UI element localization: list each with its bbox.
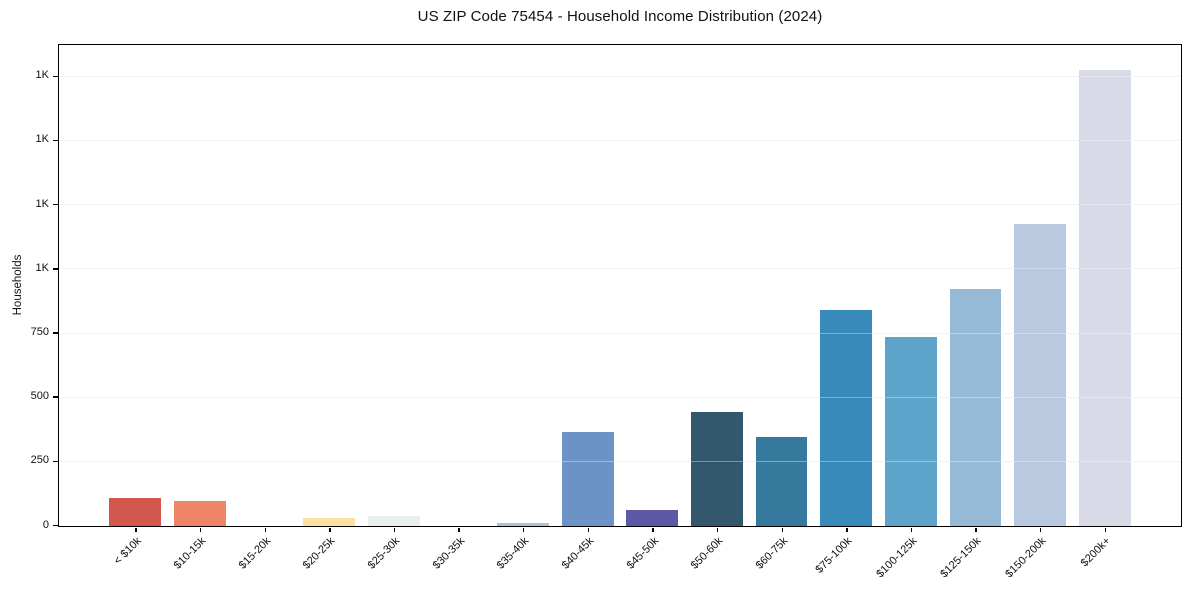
y-tick-mark	[53, 524, 58, 527]
x-tick-mark	[652, 527, 654, 532]
y-tick-label: 0	[42, 518, 49, 531]
x-tick-mark	[975, 527, 977, 532]
x-tick-label: $125-150k	[938, 535, 984, 581]
x-tick-mark	[1040, 527, 1042, 532]
x-tick-label: $45-50k	[624, 535, 661, 572]
plot-area: < $10k $10-15k $15-20k $20-25k $25-30k $30-35…	[58, 44, 1182, 580]
x-tick-mark	[846, 527, 848, 532]
bar-slot: $125-150k	[939, 45, 1008, 580]
y-axis-label: Households	[12, 254, 24, 316]
bar	[884, 337, 937, 526]
bar-slot: < $10k	[103, 45, 168, 567]
y-tick-mark	[53, 75, 58, 77]
bar	[497, 522, 549, 526]
y-tick-mark	[53, 268, 58, 270]
bar	[949, 288, 1002, 526]
x-tick-label: $15-20k	[236, 535, 274, 572]
x-tick-mark	[781, 527, 783, 532]
y-tick-label: 1K	[35, 69, 49, 82]
bar-slot: $75-100k	[814, 45, 879, 576]
gridline	[59, 332, 1181, 334]
x-tick-mark	[329, 527, 331, 532]
x-tick-mark	[910, 527, 913, 532]
bar	[174, 501, 226, 526]
x-tick-label: $10-15k	[171, 535, 209, 572]
x-tick-label: $40-45k	[559, 535, 597, 572]
gridlines-layer	[59, 45, 1181, 526]
bar-slot: $40-45k	[555, 45, 620, 572]
y-tick-label: 500	[30, 390, 49, 403]
bar	[367, 516, 420, 526]
bar	[1014, 223, 1066, 526]
x-tick-mark	[1104, 527, 1107, 532]
gridline	[59, 139, 1181, 141]
bar-slot: $20-25k	[297, 45, 362, 572]
y-tick-label: 250	[30, 454, 49, 467]
bar-slot: $25-30k	[362, 45, 427, 572]
bar	[626, 509, 679, 526]
y-tick-mark	[53, 139, 58, 142]
y-tick-mark	[53, 203, 58, 206]
chart-title: US ZIP Code 75454 - Household Income Dis…	[417, 8, 823, 25]
y-tick-mark	[53, 460, 58, 463]
x-tick-mark	[716, 527, 719, 532]
bar-slot: $45-50k	[620, 45, 685, 572]
x-tick-label: $150-200k	[1003, 535, 1049, 581]
y-tick-label: 1K	[35, 197, 49, 210]
bar	[1078, 70, 1131, 526]
gridline	[59, 75, 1181, 77]
y-tick-label: 750	[30, 325, 49, 338]
bar	[691, 411, 743, 526]
bar-slot: $100-125k	[874, 45, 944, 580]
bar	[820, 310, 873, 526]
x-tick-mark	[458, 527, 460, 532]
x-tick-mark	[523, 527, 525, 532]
bar-slot: $150-200k	[1003, 45, 1073, 580]
x-tick-mark	[264, 527, 266, 532]
x-tick-label: $20-25k	[301, 535, 338, 572]
x-tick-label: $200k+	[1078, 535, 1114, 570]
bar	[561, 432, 614, 526]
gridline	[59, 460, 1181, 462]
gridline	[59, 204, 1181, 206]
bars-container: < $10k $10-15k $15-20k $20-25k $25-30k $30-35…	[59, 45, 1181, 580]
bar-slot: $50-60k	[685, 45, 750, 572]
x-tick-label: $100-125k	[874, 535, 920, 581]
x-tick-mark	[135, 527, 137, 532]
x-tick-mark	[393, 527, 396, 532]
y-tick-mark	[53, 332, 58, 334]
gridline	[59, 268, 1181, 270]
x-tick-mark	[199, 527, 202, 532]
x-tick-mark	[587, 527, 590, 532]
x-tick-label: $35-40k	[494, 535, 532, 572]
x-tick-label: $25-30k	[365, 535, 403, 572]
bar	[109, 498, 162, 526]
y-tick-label: 1K	[35, 133, 49, 146]
gridline	[59, 396, 1181, 398]
bar-slot: $15-20k	[232, 45, 297, 572]
x-tick-label: $60-75k	[753, 535, 791, 572]
x-tick-label: $75-100k	[813, 535, 855, 576]
bar-slot: $30-35k	[426, 45, 491, 572]
y-tick-mark	[53, 396, 58, 398]
y-tick-label: 1K	[35, 261, 49, 274]
bar-slot: $35-40k	[491, 45, 556, 572]
bar	[755, 437, 808, 526]
x-tick-label: $30-35k	[430, 535, 467, 572]
x-tick-label: $50-60k	[688, 535, 726, 572]
bar-slot: $60-75k	[749, 45, 814, 572]
x-tick-label: < $10k	[111, 535, 144, 568]
bar-slot: $200k+	[1072, 45, 1137, 569]
bar-slot: $10-15k	[168, 45, 233, 572]
bar	[303, 518, 356, 526]
